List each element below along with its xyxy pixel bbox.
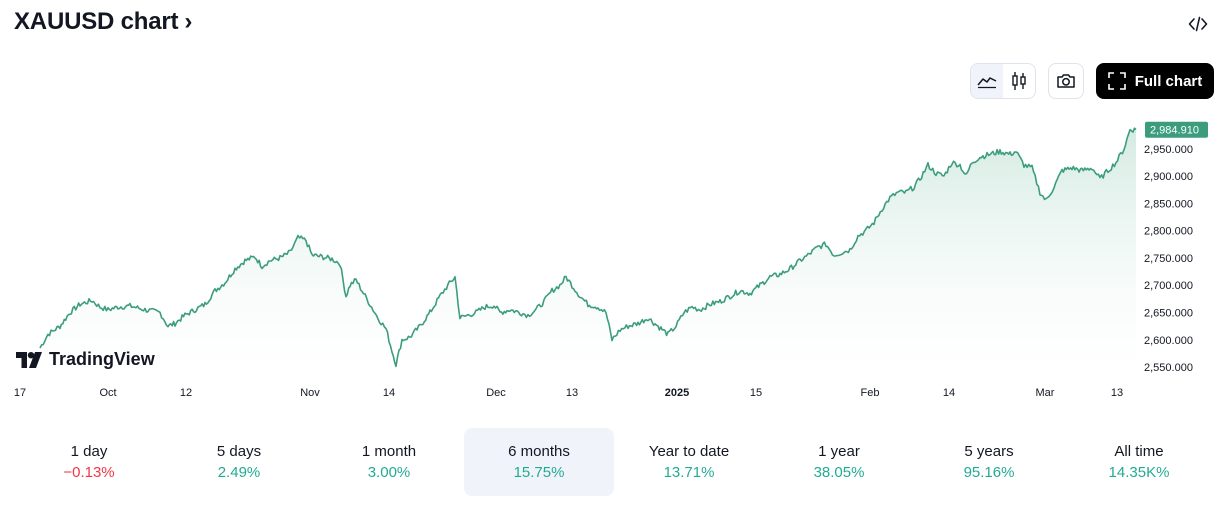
period-change-value: 15.75%	[513, 464, 565, 481]
y-tick-label: 2,900.000	[1144, 171, 1193, 183]
y-tick-label: 2,600.000	[1144, 335, 1193, 347]
period-tab[interactable]: 5 days 2.49%	[164, 428, 314, 496]
code-icon	[1188, 16, 1208, 32]
period-label: 1 year	[818, 443, 860, 460]
x-tick-label: 17	[14, 387, 26, 399]
y-tick-label: 2,750.000	[1144, 253, 1193, 265]
tradingview-logo-icon	[16, 351, 42, 368]
x-tick-label: 14	[383, 387, 395, 399]
period-selector: 1 day −0.13% 5 days 2.49% 1 month 3.00% 6 mont…	[14, 428, 1214, 496]
period-change-value: 3.00%	[367, 464, 411, 481]
fullscreen-icon	[1107, 72, 1126, 90]
period-label: 1 day	[70, 443, 108, 460]
x-tick-label: 2025	[665, 387, 689, 399]
x-tick-label: Nov	[300, 387, 320, 399]
period-tab[interactable]: 1 year 38.05%	[764, 428, 914, 496]
x-tick-label: Feb	[861, 387, 880, 399]
area-style-button[interactable]	[971, 64, 1003, 98]
y-tick-label: 2,800.000	[1144, 226, 1193, 238]
period-change-value: −0.13%	[63, 464, 115, 481]
full-chart-button[interactable]: Full chart	[1096, 63, 1214, 99]
candlestick-icon	[1012, 72, 1026, 90]
period-label: 5 years	[964, 443, 1014, 460]
period-label: 6 months	[508, 443, 570, 460]
embed-code-button[interactable]	[1186, 12, 1210, 36]
camera-icon	[1057, 74, 1075, 88]
y-tick-label: 2,650.000	[1144, 308, 1193, 320]
period-tab[interactable]: All time 14.35K%	[1064, 428, 1214, 496]
period-label: All time	[1114, 443, 1164, 460]
last-price-label: 2,984.910	[1145, 121, 1208, 138]
period-change-value: 38.05%	[813, 464, 865, 481]
snapshot-button[interactable]	[1048, 63, 1084, 99]
period-tab[interactable]: Year to date 13.71%	[614, 428, 764, 496]
period-label: Year to date	[648, 443, 730, 460]
full-chart-label: Full chart	[1134, 72, 1203, 90]
x-tick-label: Dec	[486, 387, 506, 399]
price-chart[interactable]: 2,550.000 2,600.000 2,650.000 2,700.000 2,75…	[0, 100, 1228, 405]
period-label: 5 days	[216, 443, 262, 460]
page-title: XAUUSD chart	[14, 8, 179, 35]
x-tick-label: 13	[566, 387, 578, 399]
period-tab[interactable]: 6 months 15.75%	[464, 428, 614, 496]
chart-toolbar: Full chart	[970, 63, 1214, 99]
x-axis: 17 Oct 12 Nov 14 Dec 13 2025 15 Feb 14 Mar 13	[14, 387, 1123, 399]
candles-style-button[interactable]	[1003, 64, 1035, 98]
x-tick-label: 13	[1111, 387, 1123, 399]
price-line	[39, 127, 1137, 368]
chevron-right-icon: ›	[184, 8, 193, 35]
last-price-badge	[1145, 121, 1208, 138]
last-price-text: 2,984.910	[1150, 125, 1199, 137]
chart-style-toggle	[970, 63, 1036, 99]
y-tick-label: 2,550.000	[1144, 362, 1193, 374]
period-change-value: 95.16%	[963, 464, 1015, 481]
period-label: 1 month	[361, 443, 417, 460]
tradingview-watermark[interactable]: TradingView	[16, 349, 155, 370]
period-change-value: 2.49%	[217, 464, 261, 481]
period-tab[interactable]: 5 years 95.16%	[914, 428, 1064, 496]
y-tick-label: 2,950.000	[1144, 144, 1193, 156]
x-tick-label: 15	[750, 387, 762, 399]
y-axis: 2,550.000 2,600.000 2,650.000 2,700.000 2,75…	[1144, 144, 1193, 374]
x-tick-label: Mar	[1036, 387, 1055, 399]
x-tick-label: 14	[943, 387, 955, 399]
period-tab[interactable]: 1 day −0.13%	[14, 428, 164, 496]
y-tick-label: 2,700.000	[1144, 280, 1193, 292]
tradingview-wordmark: TradingView	[49, 349, 155, 369]
x-tick-label: Oct	[99, 387, 116, 399]
period-change-value: 14.35K%	[1108, 464, 1170, 481]
y-tick-label: 2,850.000	[1144, 198, 1193, 210]
period-tab[interactable]: 1 month 3.00%	[314, 428, 464, 496]
period-change-value: 13.71%	[663, 464, 715, 481]
chart-title-link[interactable]: XAUUSD chart ›	[14, 8, 192, 36]
x-tick-label: 12	[180, 387, 192, 399]
area-chart-icon	[977, 77, 997, 89]
price-area-fill	[40, 128, 1136, 378]
